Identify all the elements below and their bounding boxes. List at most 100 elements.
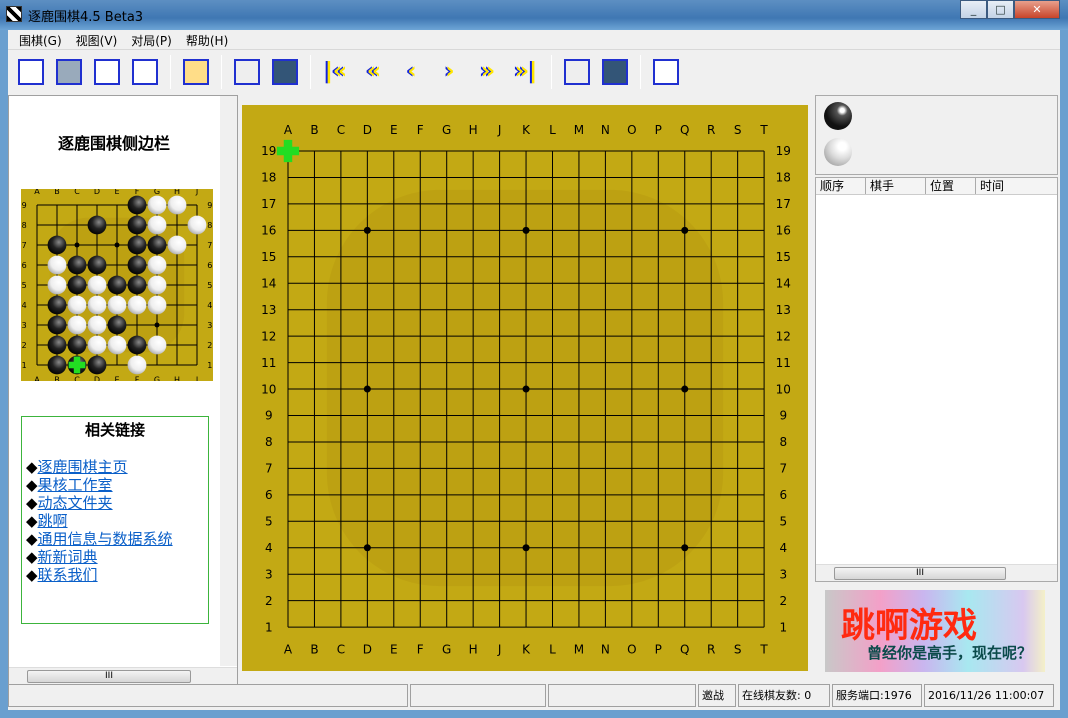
graph-analysis-button[interactable]: [560, 54, 594, 90]
star-point: [363, 226, 371, 234]
column-label: E: [114, 189, 119, 196]
board-grid-button[interactable]: [14, 54, 48, 90]
menu-go[interactable]: 围棋(G): [19, 34, 62, 48]
ad-title: 跳啊游戏: [841, 606, 977, 646]
column-label: A: [284, 643, 293, 657]
stones-3d-button[interactable]: [598, 54, 632, 90]
board-grid-icon: [18, 58, 44, 85]
row-label: 6: [207, 261, 212, 270]
sidebar-vertical-scrollbar[interactable]: [220, 96, 237, 666]
black-stone: [47, 335, 67, 355]
diamond-bullet-icon: ◆: [26, 458, 38, 476]
forward-many-button[interactable]: »: [471, 54, 505, 90]
white-stone: [167, 195, 187, 215]
white-stone: [147, 335, 167, 355]
link[interactable]: 动态文件夹: [37, 494, 113, 512]
column-label: F: [135, 376, 140, 381]
app-icon: [6, 6, 22, 22]
network-computers-button[interactable]: [52, 54, 86, 90]
status-pane-2: [410, 684, 546, 707]
black-stone: [147, 235, 167, 255]
column-label: M: [574, 123, 584, 137]
column-label: D: [94, 376, 100, 381]
gears-button[interactable]: [179, 54, 213, 90]
white-stone: [147, 255, 167, 275]
column-label: G: [442, 643, 451, 657]
column-label: C: [74, 376, 80, 381]
minimize-button[interactable]: _: [960, 0, 987, 19]
white-stone: [147, 275, 167, 295]
sidebar-horizontal-scrollbar[interactable]: III: [9, 667, 237, 684]
column-label: F: [135, 189, 140, 196]
maximize-button[interactable]: □: [987, 0, 1014, 19]
column-label: G: [154, 376, 160, 381]
back-many-button[interactable]: «: [357, 54, 391, 90]
row-label: 12: [261, 329, 276, 343]
invite-status[interactable]: 邀战: [698, 684, 736, 707]
row-label: 13: [776, 303, 791, 317]
row-label: 4: [779, 541, 787, 555]
board-edit-button[interactable]: [649, 54, 683, 90]
white-stone: [67, 315, 87, 335]
white-stone-icon[interactable]: [824, 138, 852, 166]
row-label: 5: [207, 281, 212, 290]
save-file-button[interactable]: [128, 54, 162, 90]
black-stone: [127, 195, 147, 215]
column-label: G: [154, 189, 160, 196]
menu-view[interactable]: 视图(V): [75, 34, 118, 48]
black-stone: [87, 355, 107, 375]
gears-icon: [183, 58, 209, 85]
white-stone: [87, 275, 107, 295]
row-label: 7: [22, 241, 27, 250]
column-label: D: [94, 189, 100, 196]
column-label: J: [195, 189, 198, 196]
black-stone-icon[interactable]: [824, 102, 852, 130]
back-one-icon: ‹: [407, 59, 417, 84]
star-point: [74, 242, 80, 248]
forward-one-button[interactable]: ›: [433, 54, 467, 90]
back-one-button[interactable]: ‹: [395, 54, 429, 90]
load-file-button[interactable]: [90, 54, 124, 90]
move-list-hscroll[interactable]: III: [816, 564, 1057, 581]
link[interactable]: 逐鹿围棋主页: [37, 458, 128, 476]
link[interactable]: 通用信息与数据系统: [37, 530, 173, 548]
row-label: 13: [261, 303, 276, 317]
handshake-button[interactable]: [268, 54, 302, 90]
column-label: C: [74, 189, 80, 196]
main-window: 围棋(G) 视图(V) 对局(P) 帮助(H) |« « ‹ › » »| 逐鹿围棋侧边栏…: [8, 30, 1060, 710]
row-label: 4: [265, 541, 273, 555]
right-panel: 顺序 棋手 位置 时间 III 跳啊游戏 曾经你是高手，现在呢？: [815, 95, 1060, 685]
link[interactable]: 联系我们: [37, 566, 98, 584]
star-point: [681, 226, 689, 234]
row-label: 10: [776, 382, 791, 396]
column-label: B: [310, 643, 318, 657]
col-order[interactable]: 顺序: [816, 178, 866, 194]
graph-analysis-icon: [564, 58, 590, 85]
column-label: J: [195, 376, 198, 381]
link[interactable]: 跳啊: [37, 512, 68, 530]
column-label: Q: [680, 123, 689, 137]
col-player[interactable]: 棋手: [866, 178, 926, 194]
menu-game[interactable]: 对局(P): [131, 34, 172, 48]
link[interactable]: 果核工作室: [37, 476, 113, 494]
close-button[interactable]: ✕: [1014, 0, 1060, 19]
move-cursor-icon: [68, 356, 86, 374]
first-move-button[interactable]: |«: [319, 54, 353, 90]
col-time[interactable]: 时间: [980, 179, 1005, 193]
black-stone: [47, 295, 67, 315]
last-move-button[interactable]: »|: [509, 54, 543, 90]
column-label: B: [310, 123, 318, 137]
ad-banner[interactable]: 跳啊游戏 曾经你是高手，现在呢？: [825, 590, 1045, 672]
go-board-panel[interactable]: A A 19 19 B B 18 18 C C 17 17 D D 16 16 E E 15 15 F F 14 14 G G 13…: [242, 105, 808, 671]
col-position[interactable]: 位置: [926, 178, 976, 194]
menu-help[interactable]: 帮助(H): [185, 34, 229, 48]
star-point: [363, 385, 371, 393]
black-stone: [107, 315, 127, 335]
link[interactable]: 新新词典: [37, 548, 98, 566]
row-label: 3: [207, 321, 212, 330]
link-item: ◆逐鹿围棋主页: [26, 458, 208, 476]
row-label: 1: [779, 620, 787, 634]
row-label: 2: [22, 341, 27, 350]
referee-button[interactable]: [230, 54, 264, 90]
